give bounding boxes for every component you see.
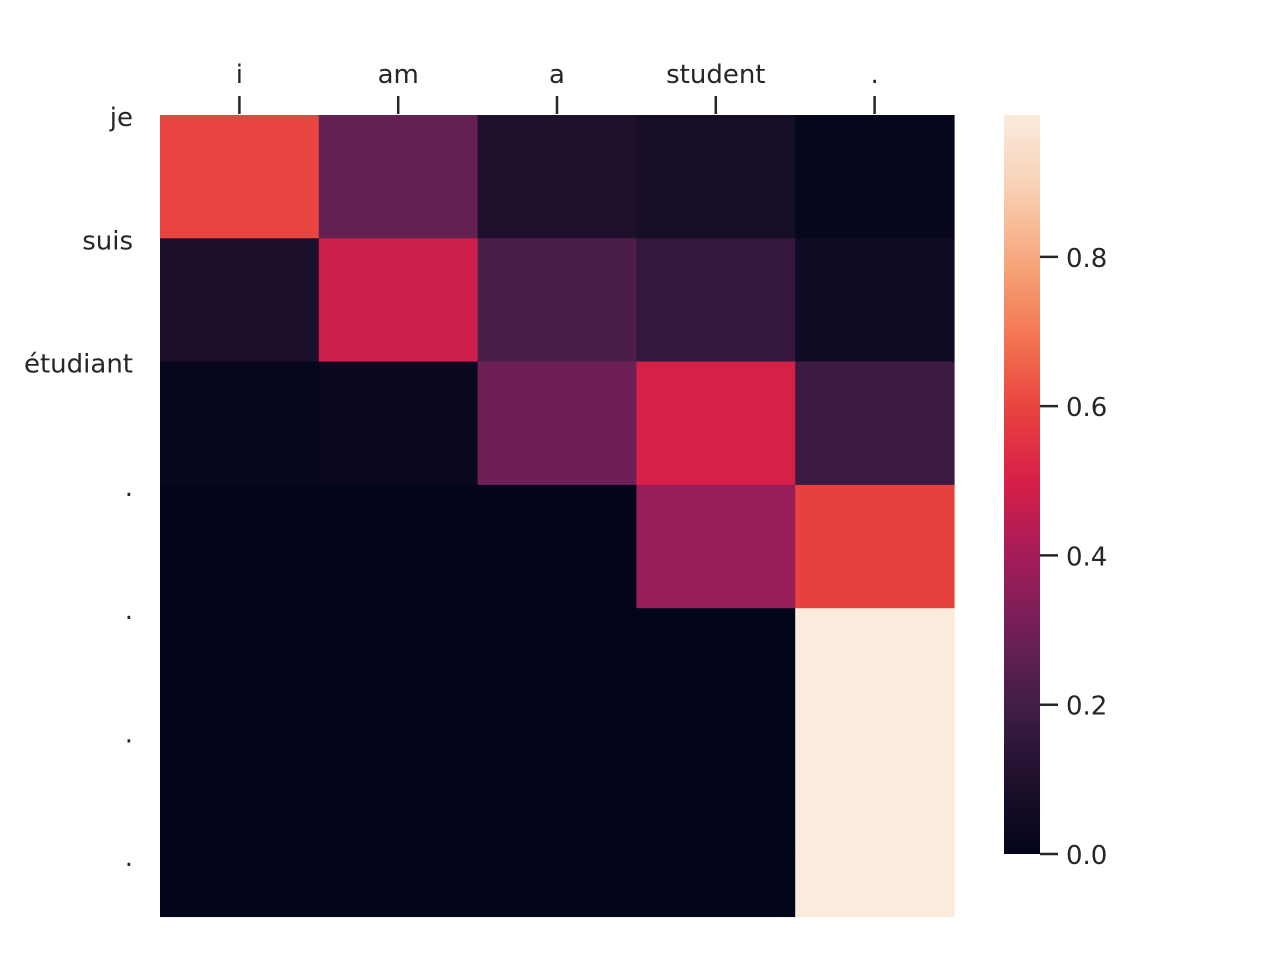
cell-r1-c1 [318,238,479,363]
colorbar-tick-label-0: 0.0 [1066,841,1107,871]
y-axis-ticks: je suis étudiant.... [24,103,133,873]
cell-r3-c0 [160,484,320,609]
cell-r1-c4 [795,238,955,363]
cell-r5-c3 [636,731,796,856]
y-tick-label-3: . [125,473,133,503]
cell-r0-c2 [477,115,637,239]
cell-r5-c1 [318,731,479,856]
cell-r4-c0 [160,608,320,733]
x-axis-ticks: i am a student. [236,60,879,114]
cell-r0-c4 [795,115,955,239]
cell-r4-c1 [318,608,479,733]
y-tick-label-4: . [125,596,133,626]
cell-r3-c3 [636,484,796,609]
cell-r5-c0 [160,731,320,856]
x-tick-label-2: a [549,60,565,90]
colorbar [1004,115,1040,854]
colorbar-tick-label-2: 0.4 [1066,542,1107,572]
x-tick-label-1: am [378,60,419,90]
y-tick-label-6: . [125,843,133,873]
cell-r2-c4 [795,361,955,486]
cell-r1-c0 [160,238,320,363]
cell-r6-c0 [160,854,320,918]
cell-r1-c3 [636,238,796,363]
cell-r5-c4 [795,731,955,856]
cell-r0-c1 [318,115,479,239]
y-tick-label-2: étudiant [24,350,133,380]
cell-r6-c1 [318,854,479,918]
cell-r4-c2 [477,608,637,733]
cell-r2-c2 [477,361,637,486]
cell-r1-c2 [477,238,637,363]
cell-r0-c3 [636,115,796,239]
colorbar-tick-label-3: 0.6 [1066,393,1107,423]
cell-r2-c0 [160,361,320,486]
cell-r3-c1 [318,484,479,609]
cell-r6-c3 [636,854,796,918]
y-tick-label-5: . [125,720,133,750]
cell-r2-c1 [318,361,479,486]
x-tick-label-3: student [666,60,765,90]
heatmap-cells [160,115,955,918]
x-tick-label-4: . [870,60,878,90]
cell-r6-c2 [477,854,637,918]
x-tick-label-0: i [236,60,243,90]
cell-r3-c4 [795,484,955,609]
cell-r3-c2 [477,484,637,609]
cell-r6-c4 [795,854,955,918]
colorbar-ticks: 0.0 0.2 0.4 0.6 0.8 [1040,244,1107,871]
y-tick-label-0: je [109,103,133,133]
colorbar-tick-label-1: 0.2 [1066,692,1107,722]
cell-r4-c3 [636,608,796,733]
cell-r2-c3 [636,361,796,486]
cell-r4-c4 [795,608,955,733]
cell-r0-c0 [160,115,320,239]
cell-r5-c2 [477,731,637,856]
y-tick-label-1: suis [82,226,133,256]
colorbar-tick-label-4: 0.8 [1066,244,1107,274]
